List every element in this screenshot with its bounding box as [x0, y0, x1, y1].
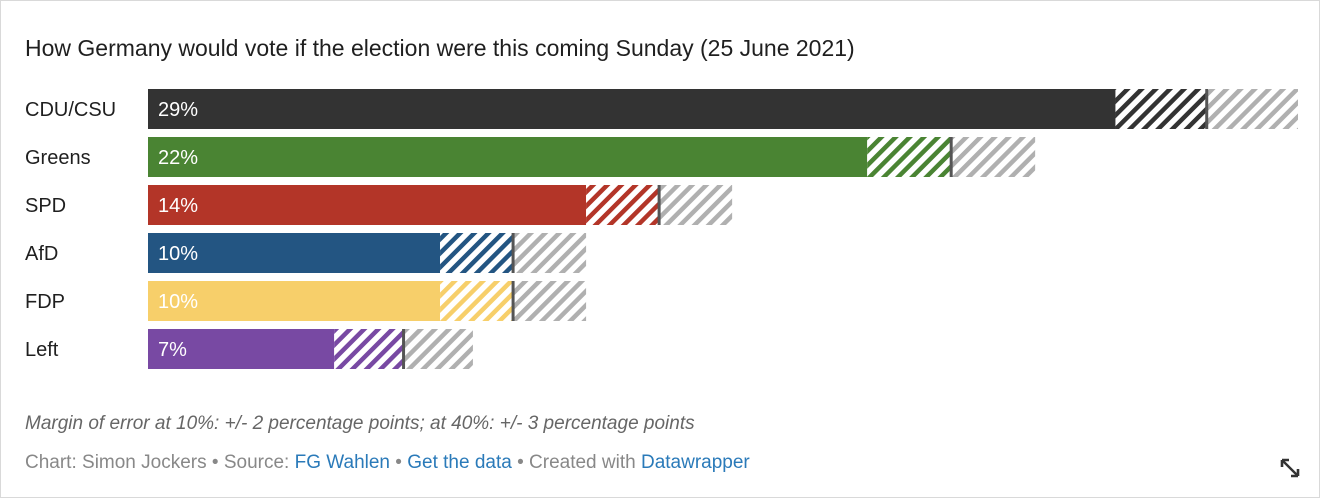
error-band-lower: [586, 185, 660, 225]
bar-chart: CDU/CSU 29% Greens 22% SPD 14% AfD 10% FDP 10% Lef…: [25, 89, 1298, 369]
value-label: 22%: [158, 147, 198, 169]
separator: •: [390, 452, 408, 473]
category-label: FDP: [25, 291, 65, 313]
value-label: 29%: [158, 99, 198, 121]
category-label: Greens: [25, 147, 91, 169]
value-marker: [657, 185, 661, 225]
bar: [148, 137, 868, 177]
error-band-lower: [334, 329, 404, 369]
resize-diagonal-icon[interactable]: [1279, 457, 1301, 479]
value-marker: [1205, 89, 1209, 129]
datawrapper-link[interactable]: Datawrapper: [640, 452, 750, 473]
author-credit: Chart: Simon Jockers: [25, 452, 207, 473]
value-label: 7%: [158, 339, 187, 361]
chart-title: How Germany would vote if the election w…: [25, 35, 855, 61]
chart-note: Margin of error at 10%: +/- 2 percentage…: [25, 413, 695, 434]
category-label: SPD: [25, 195, 66, 217]
chart-credits: Chart: Simon Jockers • Source: FG Wahlen…: [25, 452, 750, 474]
bar: [148, 185, 587, 225]
bar: [148, 233, 441, 273]
source-link[interactable]: FG Wahlen: [294, 452, 390, 473]
value-marker: [511, 233, 515, 273]
value-marker: [402, 329, 406, 369]
separator: •: [206, 452, 224, 473]
source-label: Source:: [223, 452, 295, 473]
bar: [148, 281, 441, 321]
value-marker: [511, 281, 515, 321]
value-label: 10%: [158, 243, 198, 265]
value-label: 10%: [158, 291, 198, 313]
get-data-link[interactable]: Get the data: [407, 452, 512, 473]
error-band-upper: [1206, 89, 1298, 129]
error-band-upper: [659, 185, 733, 225]
category-label: Left: [25, 339, 59, 361]
error-band-upper: [513, 233, 587, 273]
error-band-upper: [513, 281, 587, 321]
error-band-lower: [440, 233, 514, 273]
created-with-label: Created with: [529, 452, 641, 473]
category-label: AfD: [25, 243, 58, 265]
value-marker: [949, 137, 953, 177]
error-band-upper: [403, 329, 473, 369]
error-band-lower: [1115, 89, 1207, 129]
bar: [148, 89, 1116, 129]
separator: •: [511, 452, 530, 473]
error-band-lower: [867, 137, 952, 177]
bar: [148, 329, 335, 369]
error-band-upper: [951, 137, 1036, 177]
error-band-lower: [440, 281, 514, 321]
category-label: CDU/CSU: [25, 99, 116, 121]
value-label: 14%: [158, 195, 198, 217]
